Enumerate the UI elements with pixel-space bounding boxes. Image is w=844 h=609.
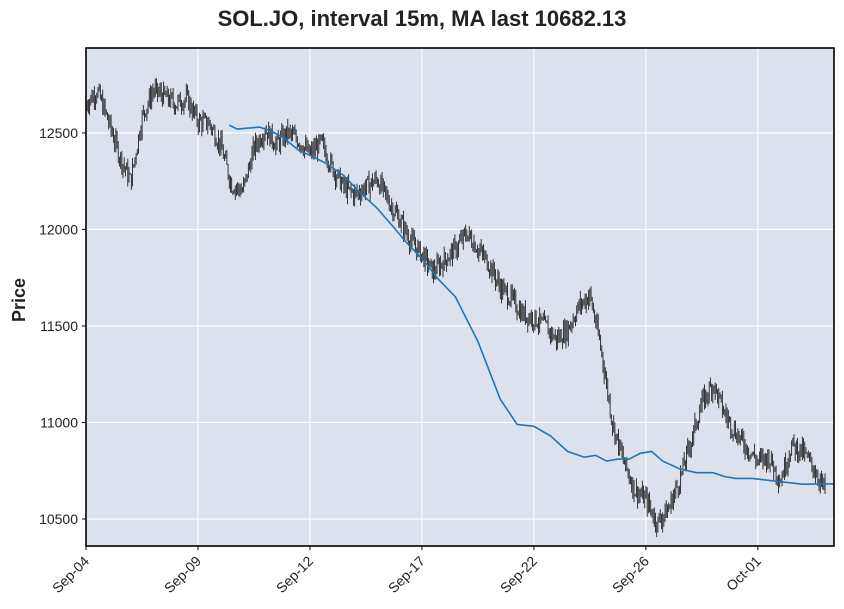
y-tick-label: 10500: [39, 511, 78, 527]
ma-line: [228, 124, 835, 486]
y-axis: 10500 11000 11500 12000 12500: [39, 125, 86, 527]
plot-area: [86, 48, 834, 546]
y-tick-label: 12500: [39, 125, 78, 141]
x-tick-label: Sep-04: [49, 553, 92, 596]
y-tick-label: 11500: [40, 318, 78, 334]
candles: [85, 78, 826, 538]
x-tick-label: Sep-12: [273, 553, 316, 596]
x-tick-label: Sep-09: [161, 553, 204, 596]
x-tick-label: Sep-22: [497, 553, 540, 596]
x-tick-label: Sep-26: [609, 553, 652, 596]
chart-title: SOL.JO, interval 15m, MA last 10682.13: [217, 6, 627, 31]
y-tick-label: 12000: [39, 221, 78, 237]
y-axis-label: Price: [9, 278, 29, 322]
x-tick-label: Sep-17: [385, 553, 428, 596]
x-tick-label: Oct-01: [723, 553, 764, 594]
y-tick-label: 11000: [40, 414, 78, 430]
x-axis: Sep-04 Sep-09 Sep-12 Sep-17 Sep-22 Sep-26 Oct-…: [49, 546, 764, 596]
plot-frame: [85, 47, 835, 547]
